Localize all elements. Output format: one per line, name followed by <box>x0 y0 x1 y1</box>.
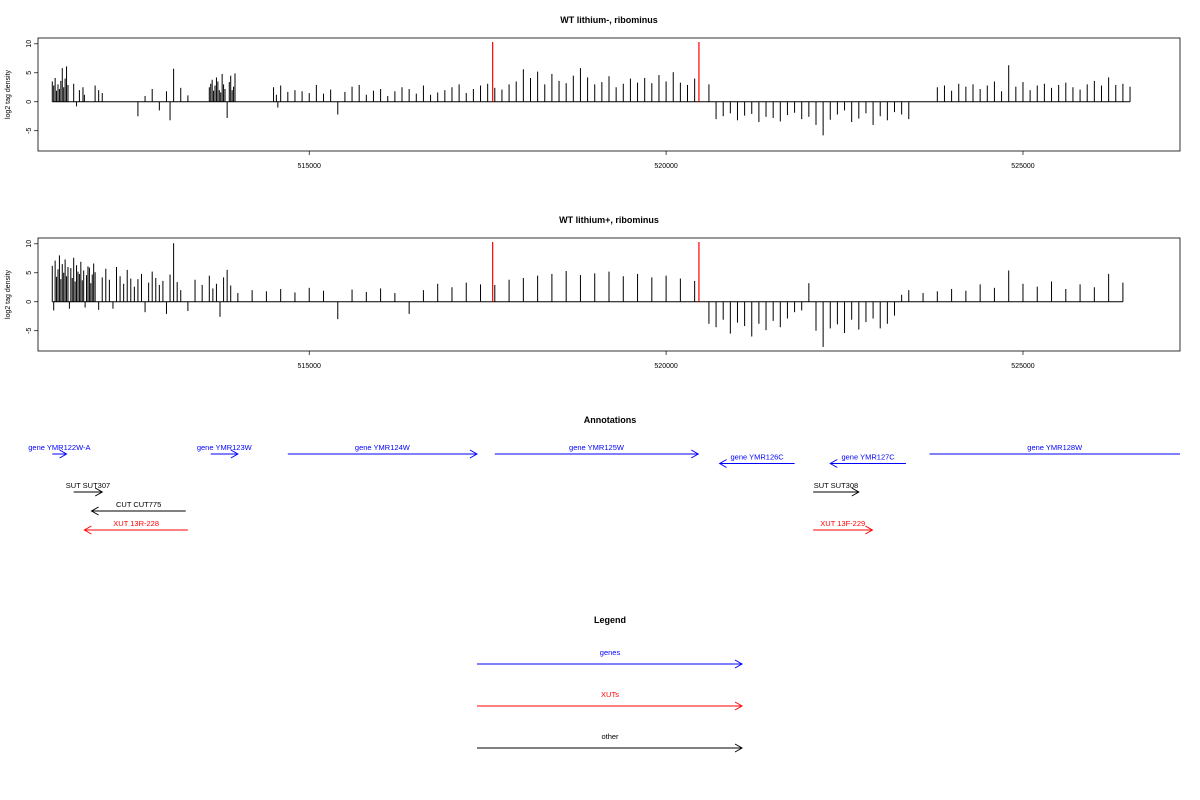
chart-panel: WT lithium+, ribominus log2 tag density -5… <box>5 215 1181 370</box>
chart-panel: WT lithium-, ribominus log2 tag density -5… <box>5 15 1181 170</box>
arrowhead <box>851 487 860 497</box>
arrowhead <box>734 743 744 753</box>
x-tick-label: 525000 <box>1011 363 1034 370</box>
arrowhead <box>734 659 744 669</box>
arrowhead <box>90 506 99 516</box>
arrowhead <box>94 487 104 497</box>
annotation-label: XUT 13F-229 <box>820 519 865 528</box>
annotation-label: gene YMR125W <box>569 443 625 452</box>
annotation-label: gene YMR124W <box>355 443 411 452</box>
panel-title: WT lithium+, ribominus <box>559 215 659 225</box>
panel-title: WT lithium-, ribominus <box>560 15 658 25</box>
annotation-label: CUT CUT775 <box>116 500 161 509</box>
plot-frame <box>37 237 1181 352</box>
legend: Legend genes XUTs other <box>477 615 744 753</box>
annotation-label: gene YMR126C <box>730 453 784 462</box>
annotation-item: gene YMR123W <box>197 443 253 459</box>
annotations-track: Annotations gene YMR122W-A gene YMR123W ge… <box>28 415 1180 535</box>
x-tick-label: 520000 <box>654 363 677 370</box>
arrowhead <box>829 459 838 468</box>
legend-item: genes <box>477 648 744 669</box>
annotation-label: SUT SUT307 <box>66 481 110 490</box>
y-tick-label: 0 <box>26 100 33 104</box>
annotation-item: gene YMR122W-A <box>28 443 91 459</box>
legend-item: other <box>477 732 744 753</box>
annotation-item: SUT SUT307 <box>66 481 110 497</box>
y-tick-label: 5 <box>26 71 33 75</box>
annotation-label: gene YMR127C <box>841 453 895 462</box>
annotation-item: SUT SUT308 <box>813 481 860 497</box>
y-tick-label: 0 <box>26 300 33 304</box>
arrowhead <box>83 525 92 535</box>
annotation-item: XUT 13R-228 <box>83 519 188 535</box>
plot-frame <box>37 37 1181 152</box>
annotation-label: gene YMR123W <box>197 443 253 452</box>
arrowhead <box>734 701 744 711</box>
tag-density-panels: WT lithium-, ribominus log2 tag density -5… <box>5 15 1181 370</box>
legend-label: other <box>601 732 619 741</box>
arrowhead <box>690 449 700 459</box>
annotation-label: XUT 13R-228 <box>113 519 159 528</box>
legend-label: genes <box>600 648 621 657</box>
annotation-item: gene YMR128W <box>929 443 1180 455</box>
annotation-item: CUT CUT775 <box>90 500 186 516</box>
y-tick-label: 5 <box>26 271 33 275</box>
arrowhead <box>230 449 239 459</box>
legend-title: Legend <box>594 615 626 625</box>
annotation-item: gene YMR126C <box>718 453 795 468</box>
x-tick-label: 520000 <box>654 163 677 170</box>
arrowhead <box>865 525 874 535</box>
annotation-item: gene YMR124W <box>287 443 478 459</box>
annotation-item: gene YMR127C <box>829 453 906 468</box>
legend-item: XUTs <box>477 690 744 711</box>
annotation-item: XUT 13F-229 <box>813 519 874 535</box>
y-axis-label: log2 tag density <box>5 69 12 119</box>
annotation-item: gene YMR125W <box>494 443 700 459</box>
arrowhead <box>718 459 727 468</box>
y-tick-label: 10 <box>26 240 33 248</box>
y-axis-label: log2 tag density <box>5 269 12 319</box>
y-tick-label: -5 <box>26 328 33 334</box>
annotations-title: Annotations <box>584 415 637 425</box>
x-tick-label: 515000 <box>298 163 321 170</box>
annotation-label: SUT SUT308 <box>814 481 858 490</box>
annotation-label: gene YMR128W <box>1027 443 1083 452</box>
arrowhead <box>59 449 68 459</box>
x-tick-label: 525000 <box>1011 163 1034 170</box>
annotation-label: gene YMR122W-A <box>28 443 90 452</box>
y-tick-label: 10 <box>26 40 33 48</box>
x-tick-label: 515000 <box>298 363 321 370</box>
legend-label: XUTs <box>601 690 619 699</box>
y-tick-label: -5 <box>26 128 33 134</box>
arrowhead <box>469 449 478 459</box>
